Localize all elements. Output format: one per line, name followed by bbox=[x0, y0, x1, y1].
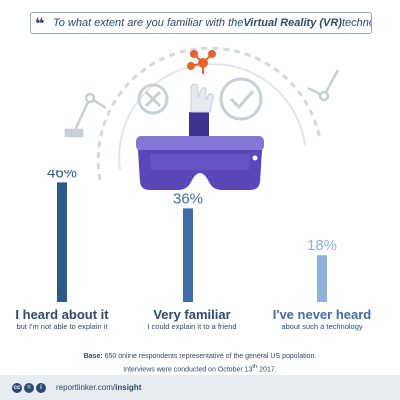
bar-0 bbox=[57, 182, 67, 302]
footer-bar: cc = i reportlinker.com/insight bbox=[0, 375, 400, 400]
reportlinker-link[interactable]: reportlinker.com/insight bbox=[56, 383, 141, 392]
network-icon bbox=[187, 50, 216, 74]
category-subtitle-2: about such a technology bbox=[281, 322, 363, 331]
category-label-1: Very familiar bbox=[153, 307, 230, 322]
attribution-icon[interactable]: i bbox=[36, 382, 46, 393]
bar-value-label-2: 18% bbox=[307, 237, 337, 254]
question-box: ❝ To what extent are you familiar with t… bbox=[30, 12, 372, 34]
footnote-base: Base: 650 online respondents representat… bbox=[0, 352, 400, 362]
robot-arm-left-icon bbox=[64, 92, 107, 138]
no-derivatives-icon[interactable]: = bbox=[24, 382, 34, 393]
category-label-2: I've never heard bbox=[273, 307, 372, 322]
check-circle-icon bbox=[219, 77, 263, 121]
hand-icon bbox=[189, 83, 214, 136]
bar-2 bbox=[317, 255, 327, 302]
cross-circle-icon bbox=[137, 83, 169, 115]
footnote-dates: Interviews were conducted on October 13t… bbox=[0, 362, 400, 375]
creative-commons-icon[interactable]: cc bbox=[12, 382, 22, 393]
category-subtitle-1: I could explain it to a friend bbox=[147, 322, 236, 331]
bar-1 bbox=[183, 208, 193, 302]
quote-icon: ❝ bbox=[35, 16, 45, 33]
bar-value-label-1: 36% bbox=[173, 190, 203, 207]
decor-arc bbox=[96, 46, 322, 181]
footnote-dates-suffix: 2017. bbox=[257, 366, 277, 374]
question-highlight: Virtual Reality (VR) bbox=[243, 17, 342, 29]
robot-arm-right-icon bbox=[307, 69, 340, 102]
vr-headset-icon bbox=[136, 136, 264, 190]
category-label-0: I heard about it bbox=[15, 307, 109, 322]
footnote-base-label: Base: bbox=[83, 353, 103, 360]
reportlinker-link-bold: insight bbox=[115, 383, 142, 392]
reportlinker-link-prefix: reportlinker.com/ bbox=[56, 383, 116, 392]
bar-value-label-0: 46% bbox=[47, 170, 77, 181]
question-prefix: To what extent are you familiar with the bbox=[53, 17, 244, 29]
footnote-dates-prefix: Interviews were conducted on October 13 bbox=[123, 366, 253, 374]
footnote-dates-sup: th bbox=[252, 364, 258, 370]
category-subtitle-0: but I'm not able to explain it bbox=[16, 322, 108, 331]
footnote: Base: 650 online respondents representat… bbox=[0, 352, 400, 375]
question-suffix: technology? bbox=[341, 17, 371, 29]
footnote-base-text: 650 online respondents representative of… bbox=[102, 353, 317, 360]
vr-headset-illustration bbox=[64, 46, 340, 190]
